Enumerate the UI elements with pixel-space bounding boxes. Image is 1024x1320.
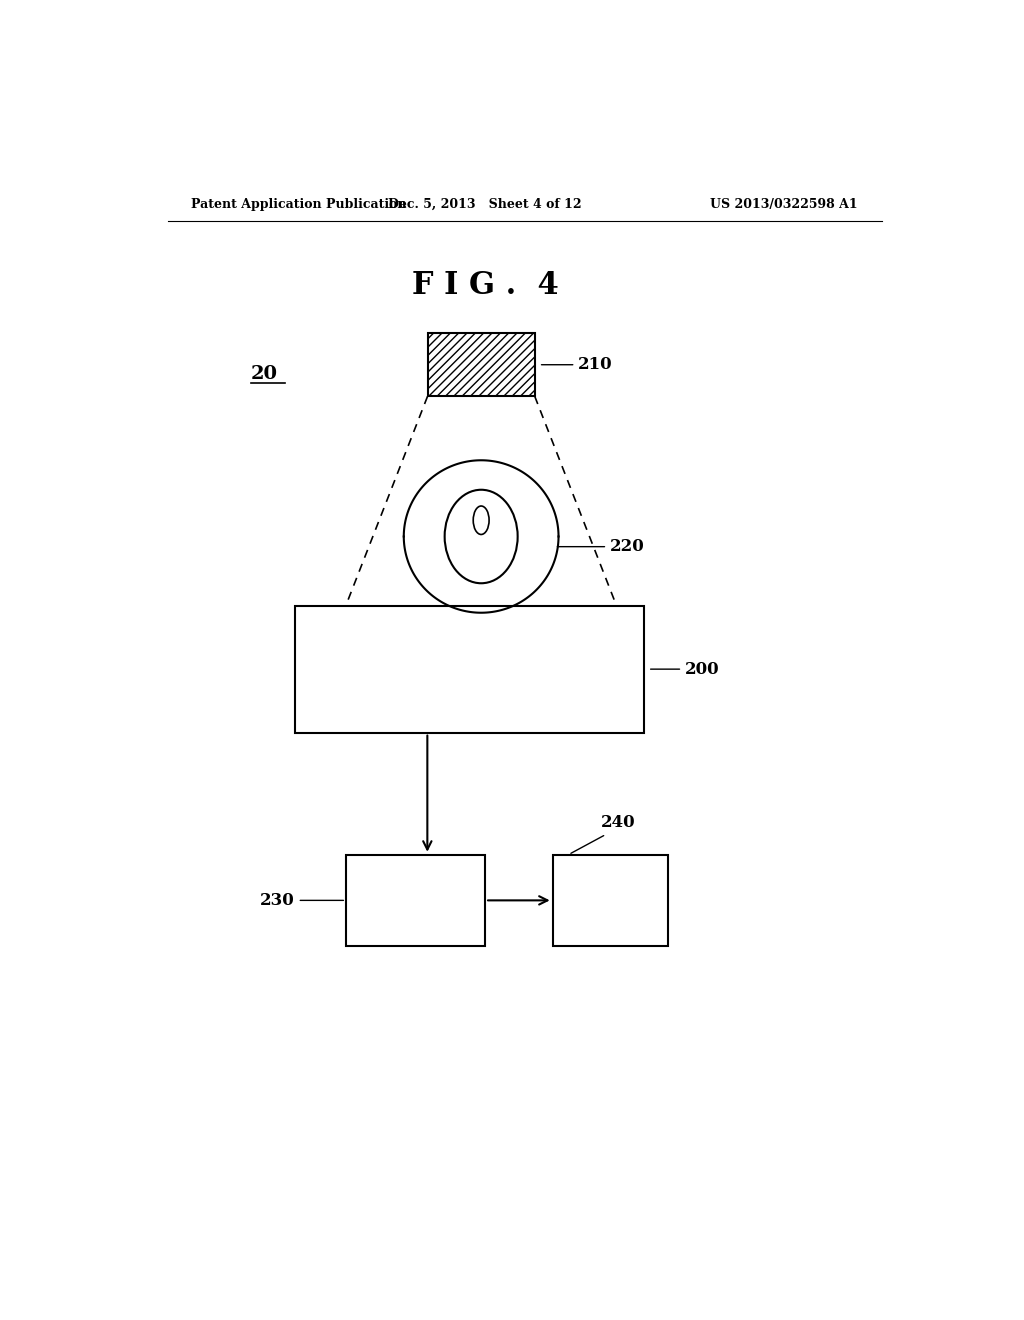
Circle shape	[444, 490, 518, 583]
Text: 20: 20	[251, 364, 278, 383]
Bar	[295, 606, 644, 733]
Text: Patent Application Publication: Patent Application Publication	[191, 198, 407, 211]
Text: 200: 200	[650, 660, 720, 677]
Text: 210: 210	[542, 356, 613, 374]
Text: US 2013/0322598 A1: US 2013/0322598 A1	[711, 198, 858, 211]
Bar	[428, 333, 535, 396]
Bar	[346, 854, 485, 946]
Text: 220: 220	[557, 539, 645, 556]
Text: Dec. 5, 2013   Sheet 4 of 12: Dec. 5, 2013 Sheet 4 of 12	[388, 198, 582, 211]
Ellipse shape	[473, 506, 489, 535]
Text: 230: 230	[260, 892, 343, 909]
Text: F I G .  4: F I G . 4	[412, 271, 558, 301]
Bar	[553, 854, 668, 946]
Text: 240: 240	[601, 813, 635, 830]
